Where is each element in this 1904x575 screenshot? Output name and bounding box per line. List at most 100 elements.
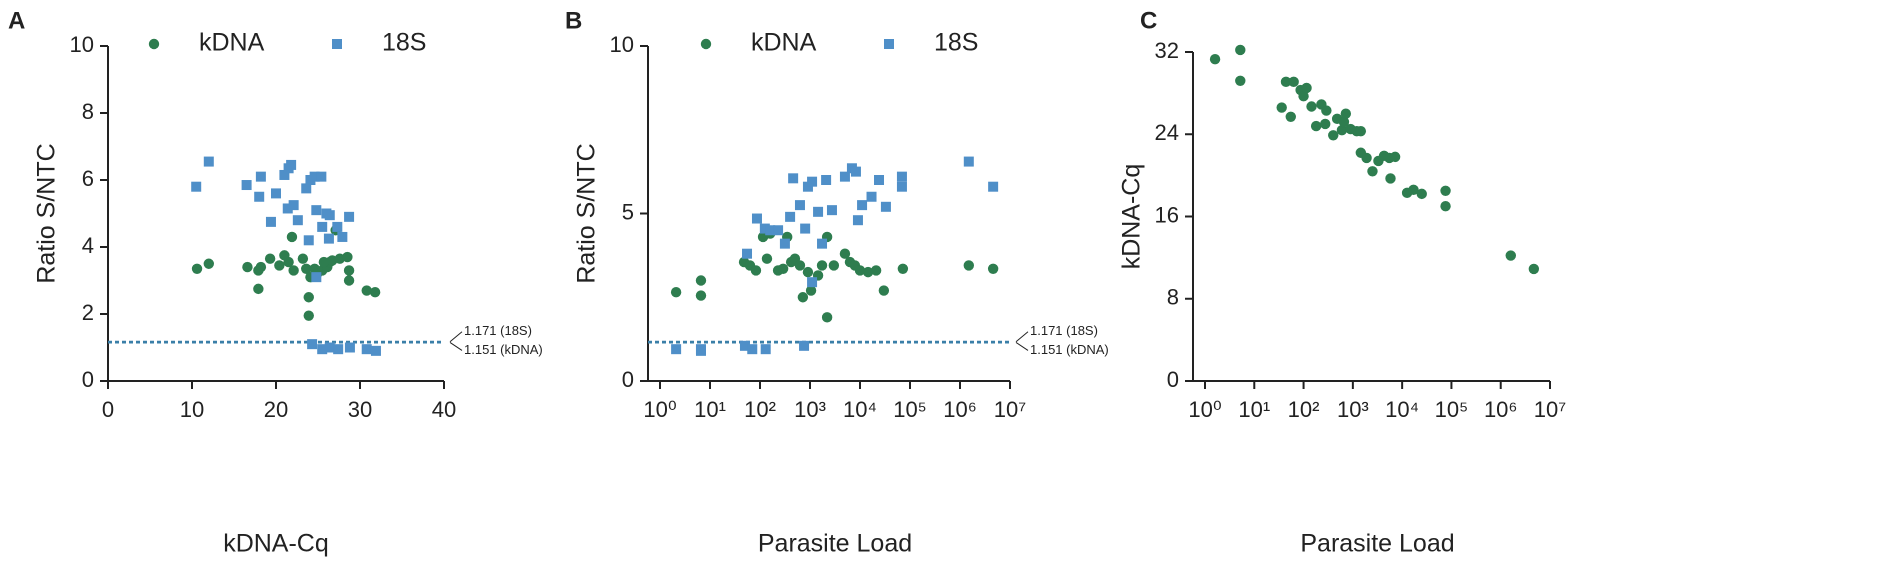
point (1288, 76, 1299, 88)
point (271, 188, 281, 199)
legend-label: 18S (934, 29, 978, 57)
point (1408, 184, 1419, 195)
y-tick-label: 2 (82, 300, 94, 325)
point (1310, 120, 1322, 132)
point (880, 201, 891, 212)
x-axis-title: kDNA-Cq (223, 530, 329, 558)
point (307, 339, 318, 350)
x-tick-label: 10¹ (694, 397, 726, 422)
y-axis-title: Ratio S/NTC (573, 143, 601, 283)
point (807, 176, 818, 187)
x-tick-label: 10⁵ (1435, 397, 1469, 422)
x-tick-label: 10⁰ (1188, 397, 1221, 422)
point (896, 181, 907, 192)
point (148, 38, 160, 50)
point (821, 312, 833, 323)
point (1340, 108, 1352, 119)
y-tick-label: 10 (70, 32, 94, 57)
y-tick-label: 10 (610, 32, 634, 57)
y-tick-label: 0 (622, 367, 634, 392)
point (286, 231, 298, 243)
point (1361, 152, 1372, 164)
x-tick-label: 30 (348, 397, 372, 422)
point (323, 233, 334, 244)
point (316, 171, 327, 182)
point (309, 171, 320, 182)
point (317, 344, 328, 355)
point (253, 283, 264, 295)
point (987, 263, 999, 274)
point (788, 173, 799, 184)
point (884, 39, 894, 49)
y-tick-label: 8 (1167, 285, 1179, 310)
threshold-bracket (1015, 342, 1029, 351)
point (1320, 118, 1331, 130)
point (1298, 91, 1309, 102)
point (828, 260, 840, 271)
point (799, 340, 810, 351)
point (1301, 82, 1312, 94)
y-axis-title: Ratio S/NTC (33, 143, 61, 283)
point (813, 206, 824, 217)
point (241, 180, 252, 191)
x-axis-title: Parasite Load (1300, 530, 1454, 558)
legend-label: kDNA (751, 29, 817, 57)
point (343, 265, 355, 276)
point (191, 181, 202, 192)
y-tick-label: 6 (82, 166, 94, 191)
point (897, 263, 909, 274)
point (821, 175, 832, 185)
point (344, 211, 355, 222)
y-tick-label: 4 (82, 233, 94, 258)
legend-label: kDNA (199, 29, 265, 57)
point (1306, 101, 1317, 112)
y-tick-label: 16 (1155, 202, 1179, 227)
x-tick-label: 10³ (794, 397, 826, 422)
threshold-label: 1.171 (18S) (464, 323, 532, 338)
x-tick-label: 10² (1288, 397, 1320, 422)
point (850, 166, 861, 177)
point (286, 159, 297, 170)
panel-label: A (8, 7, 25, 34)
threshold-bracket (449, 331, 463, 343)
y-tick-label: 24 (1155, 120, 1179, 145)
y-tick-label: 8 (82, 99, 94, 124)
point (332, 221, 343, 232)
point (1355, 125, 1367, 137)
point (370, 345, 381, 356)
point (870, 265, 882, 276)
point (866, 191, 877, 202)
point (817, 238, 828, 249)
point (862, 266, 874, 278)
point (670, 287, 682, 298)
threshold-label: 1.171 (18S) (1030, 323, 1098, 338)
point (242, 261, 253, 273)
point (802, 266, 814, 278)
point (303, 310, 314, 321)
point (1389, 151, 1401, 163)
point (963, 156, 974, 167)
point (773, 225, 784, 236)
point (671, 344, 682, 355)
point (288, 265, 299, 276)
point (318, 256, 330, 268)
point (765, 225, 776, 236)
y-axis-title: kDNA-Cq (1118, 164, 1146, 270)
y-tick-label: 5 (622, 199, 634, 224)
point (1280, 76, 1292, 88)
point (1321, 105, 1332, 116)
point (1367, 166, 1378, 177)
panel-label: B (565, 7, 582, 34)
threshold-label: 1.151 (kDNA) (464, 342, 543, 357)
point (332, 39, 342, 49)
threshold-label: 1.151 (kDNA) (1030, 342, 1109, 357)
x-tick-label: 10² (744, 397, 776, 422)
point (264, 253, 276, 264)
point (369, 287, 381, 298)
point (854, 265, 866, 276)
point (303, 292, 314, 303)
point (794, 260, 806, 271)
point (274, 260, 285, 271)
x-tick-label: 10⁷ (994, 397, 1026, 422)
point (779, 238, 790, 249)
